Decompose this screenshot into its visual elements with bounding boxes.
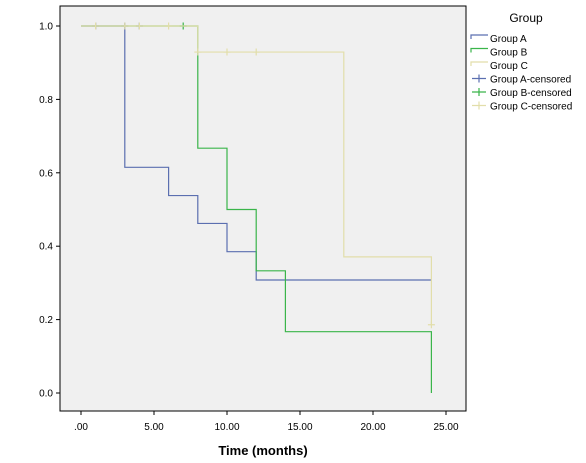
x-tick-label: 25.00	[433, 422, 458, 433]
legend-label: Group B-censored	[490, 88, 572, 99]
legend: Group Group A Group B Group C Group A-censo…	[470, 11, 572, 113]
x-tick-label: 20.00	[360, 422, 385, 433]
legend-swatch	[472, 101, 486, 110]
legend-item-group-a-censored: Group A-censored	[472, 74, 571, 86]
legend-label: Group A-censored	[490, 75, 571, 86]
y-tick-label: 1.0	[39, 22, 53, 33]
legend-label: Group C-censored	[490, 102, 572, 113]
legend-item-group-b-censored: Group B-censored	[472, 88, 572, 99]
censor-mark-group-c	[135, 22, 143, 30]
y-tick-label: 0.8	[39, 95, 53, 106]
x-tick-label: 15.00	[287, 422, 312, 433]
x-axis-title: Time (months)	[218, 443, 307, 458]
legend-swatch	[472, 74, 486, 83]
legend-item-group-a: Group A	[470, 34, 527, 45]
legend-label: Group A	[490, 34, 527, 45]
legend-swatch	[470, 47, 488, 53]
legend-item-group-c: Group C	[470, 61, 528, 72]
censor-mark-group-c	[92, 22, 100, 30]
y-tick-label: 0.0	[39, 389, 53, 400]
censor-mark-group-c	[165, 22, 173, 30]
censor-mark-group-c	[194, 48, 202, 56]
censor-mark-group-c	[223, 48, 231, 56]
legend-swatch	[470, 61, 488, 66]
series-group-c	[81, 22, 435, 329]
y-tick-label: 0.6	[39, 168, 53, 179]
x-tick-label: 10.00	[214, 422, 239, 433]
legend-item-group-c-censored: Group C-censored	[472, 101, 572, 113]
legend-label: Group B	[490, 48, 528, 59]
legend-swatch	[470, 34, 488, 39]
legend-title: Group	[509, 11, 543, 25]
x-axis: .00 5.00 10.00 15.00 20.00 25.00	[74, 411, 459, 433]
legend-swatch	[472, 88, 486, 96]
legend-item-group-b: Group B	[470, 47, 528, 59]
series-layer	[81, 22, 435, 393]
series-line-group-c	[81, 25, 432, 325]
x-tick-label: .00	[74, 422, 88, 433]
y-axis: 0.0 0.2 0.4 0.6 0.8 1.0	[39, 22, 60, 400]
plot-area	[59, 5, 467, 412]
censor-mark-group-c	[252, 48, 260, 56]
series-line-group-b	[81, 25, 432, 393]
y-tick-label: 0.4	[39, 242, 53, 253]
censor-mark-group-c	[121, 22, 129, 30]
censor-mark-group-c	[427, 321, 435, 329]
y-tick-label: 0.2	[39, 315, 53, 326]
legend-label: Group C	[490, 61, 528, 72]
x-tick-label: 5.00	[144, 422, 164, 433]
